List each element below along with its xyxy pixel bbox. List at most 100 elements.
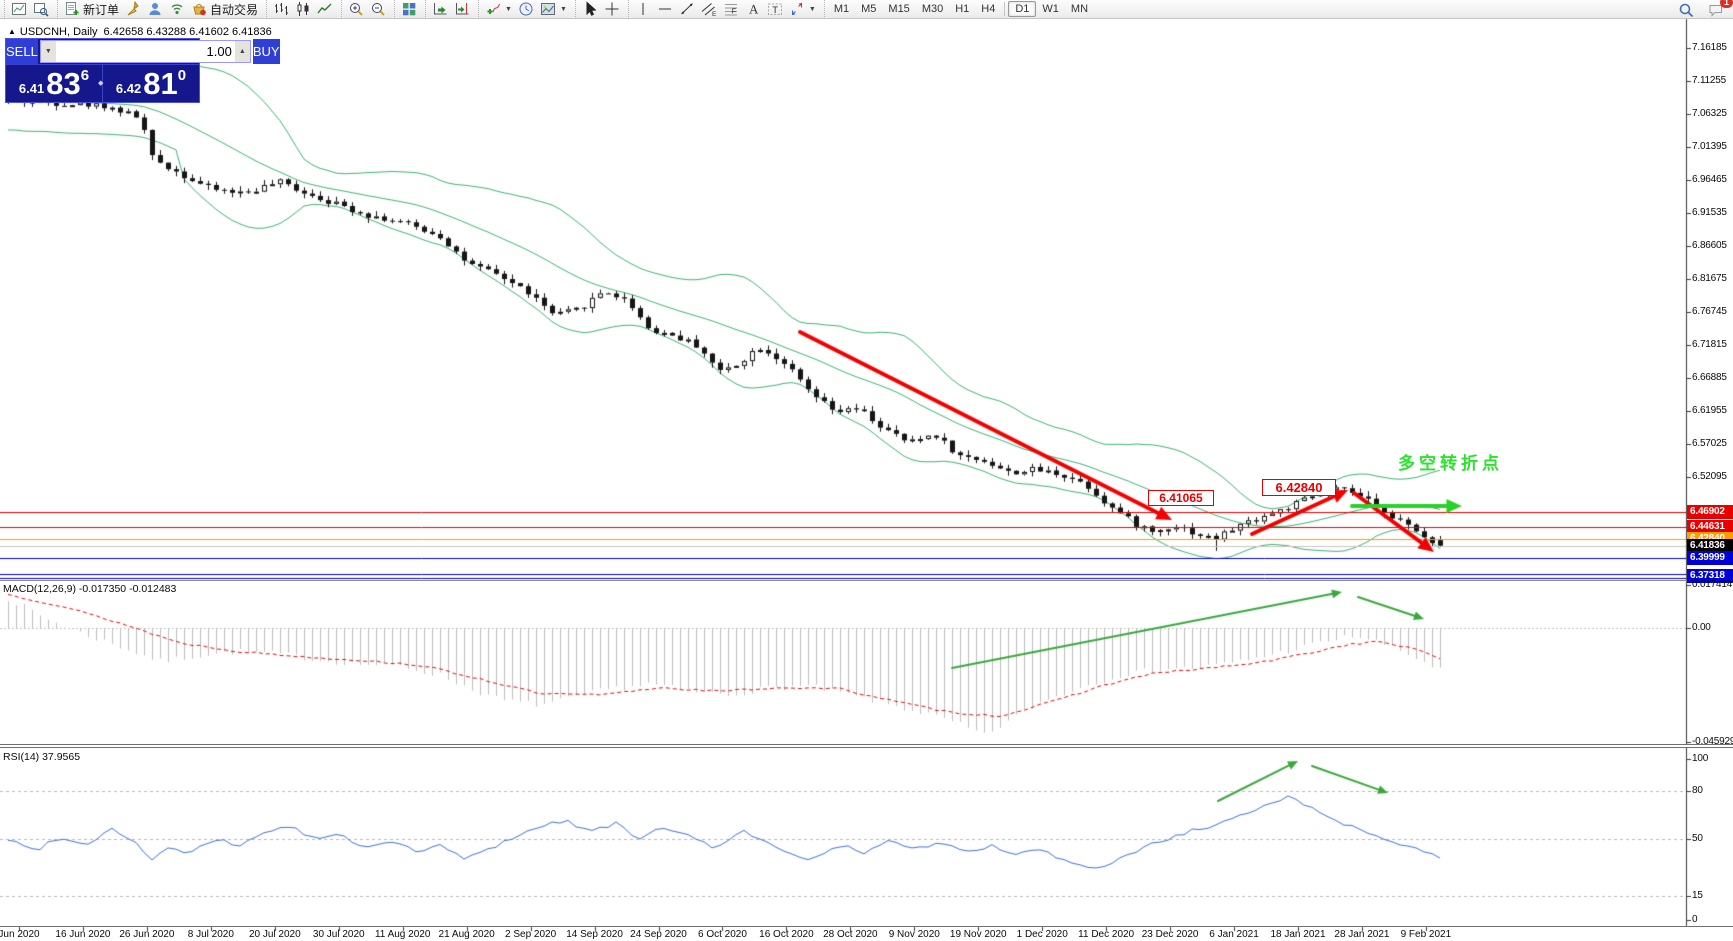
tf-d1[interactable]: D1: [1008, 1, 1037, 17]
fibonacci-button[interactable]: F: [720, 1, 742, 18]
vertical-line-button[interactable]: [632, 1, 654, 18]
volume-increase-button[interactable]: ▲: [234, 41, 250, 62]
horizontal-line-button[interactable]: [654, 1, 676, 18]
bar-chart-button[interactable]: [270, 1, 292, 18]
price-low-annotation: 6.41065: [1148, 490, 1214, 506]
dropdown-caret-icon: ▼: [808, 5, 816, 13]
toolbar-group: [341, 0, 392, 19]
buy-price-big: 81: [143, 66, 178, 101]
toolbar-separator: [1004, 2, 1006, 16]
toolbar-group: 新订单 自动交易: [57, 0, 264, 19]
buy-button[interactable]: BUY: [252, 39, 280, 64]
arrows-button[interactable]: ▼: [786, 1, 819, 18]
crosshair-icon: [604, 1, 620, 17]
signals-button[interactable]: [166, 1, 188, 18]
autotrading-button-label: 自动交易: [210, 2, 259, 17]
turning-point-annotation: 多空转折点: [1398, 454, 1503, 473]
volume-decrease-button[interactable]: ▼: [40, 41, 56, 62]
trendline-button[interactable]: [676, 1, 698, 18]
symbol-name: USDCNH, Daily: [19, 26, 98, 38]
indicators-button[interactable]: ▼: [482, 1, 515, 18]
tf-w1-label: W1: [1042, 3, 1059, 15]
shift-icon: [454, 1, 470, 17]
volume-input[interactable]: [55, 41, 235, 62]
tf-w1[interactable]: W1: [1036, 1, 1065, 17]
divider-diamond-icon: ◆: [98, 80, 104, 87]
trendline-icon: [679, 1, 695, 17]
toolbar-group: M1 M5 M15 M30 H1 H4 D1 W1 MN: [823, 0, 1097, 19]
chart-shift-button[interactable]: [451, 1, 473, 18]
tf-mn-label: MN: [1070, 3, 1089, 15]
macd-rsi-pane-separator[interactable]: [0, 744, 1733, 748]
tf-m5-label: M5: [861, 3, 877, 15]
tf-m15-label: M15: [888, 3, 910, 15]
line-chart-button[interactable]: [314, 1, 336, 18]
equidistant-channel-button[interactable]: E: [698, 1, 720, 18]
chart-window-icon: [11, 1, 27, 17]
mql5-community-button[interactable]: [144, 1, 166, 18]
bars-icon: [273, 1, 289, 17]
community-icon: [147, 1, 163, 17]
search-button[interactable]: [1675, 1, 1697, 18]
tile-windows-button[interactable]: [398, 1, 420, 18]
zoom-in-icon: [348, 1, 364, 17]
price-macd-pane-separator[interactable]: [0, 580, 1733, 581]
dropdown-caret-icon: ▼: [505, 5, 512, 13]
toolbar-groups: 新订单 自动交易 ▼ ▼ E F A T ▼ M1 M5 M15 M30 H1 H4 D1 W1 MN: [2, 0, 1097, 19]
line-chart-icon: [317, 1, 333, 17]
tf-h4-label: H4: [981, 3, 996, 15]
templates-button[interactable]: ▼: [537, 1, 570, 18]
chat-button[interactable]: 1: [1705, 0, 1733, 18]
tf-m30[interactable]: M30: [916, 1, 949, 17]
buy-price: 6.42 81 0: [103, 65, 199, 102]
zoom-in-button[interactable]: [345, 1, 367, 18]
dropdown-caret-icon: ▼: [559, 5, 567, 13]
sell-price-prefix: 6.41: [18, 81, 45, 96]
hline-icon: [657, 1, 673, 17]
candlestick-chart-button[interactable]: [292, 1, 314, 18]
symbol-marker-icon: ▲: [8, 27, 16, 36]
toolbar-group: [266, 0, 339, 19]
candles-icon: [295, 1, 311, 17]
notification-badge: 1: [1719, 0, 1733, 8]
tf-m1[interactable]: M1: [828, 1, 855, 17]
clock-icon: [518, 1, 534, 17]
crosshair-button[interactable]: [601, 1, 623, 18]
price-scale[interactable]: [1687, 19, 1733, 926]
label-button[interactable]: T: [764, 1, 786, 18]
zoom-out-button[interactable]: [367, 1, 389, 18]
sell-button[interactable]: SELL: [6, 39, 38, 64]
new-order-button[interactable]: 新订单: [61, 1, 122, 18]
autoscroll-icon: [432, 1, 448, 17]
tf-h4[interactable]: H4: [975, 1, 1001, 17]
volume-spinner: ▼ ▲: [39, 40, 251, 63]
chart-symbol-title: ▲ USDCNH, Daily 6.42658 6.43288 6.41602 6.…: [8, 26, 272, 38]
price-level-annotation: 6.42840: [1262, 479, 1336, 496]
text-button[interactable]: A: [742, 1, 764, 18]
styler-button[interactable]: [122, 1, 144, 18]
tf-m15[interactable]: M15: [882, 1, 915, 17]
svg-text:T: T: [772, 5, 778, 16]
autotrading-button[interactable]: 自动交易: [188, 1, 261, 18]
tf-mn[interactable]: MN: [1065, 1, 1094, 17]
profiles-button[interactable]: [30, 1, 52, 18]
buy-price-sup: 0: [177, 67, 187, 84]
price-divider: ◆: [98, 65, 103, 102]
auto-scroll-button[interactable]: [429, 1, 451, 18]
tf-h1[interactable]: H1: [949, 1, 975, 17]
buy-price-prefix: 6.42: [115, 81, 142, 96]
tf-m5[interactable]: M5: [855, 1, 882, 17]
time-scale[interactable]: [0, 927, 1733, 941]
label-t-icon: T: [767, 1, 783, 17]
cursor-button[interactable]: [579, 1, 601, 18]
vline-icon: [635, 1, 651, 17]
periods-button[interactable]: [515, 1, 537, 18]
tf-m30-label: M30: [921, 3, 944, 15]
cursor-icon: [582, 1, 598, 17]
new-chart-window-button[interactable]: [8, 1, 30, 18]
toolbar-group: [574, 0, 626, 19]
toolbar-group: [4, 0, 55, 19]
ohlc-values: 6.42658 6.43288 6.41602 6.41836: [103, 26, 272, 38]
